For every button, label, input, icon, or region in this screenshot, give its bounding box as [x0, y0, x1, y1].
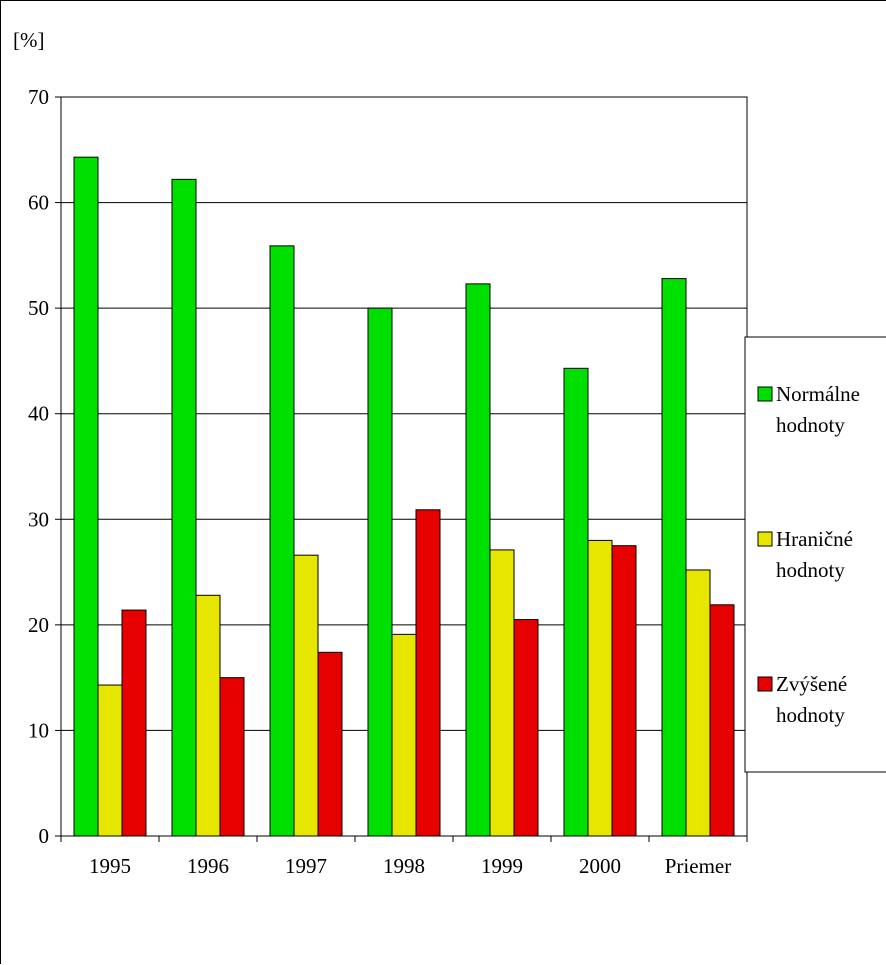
bar-hranicne — [195, 594, 221, 837]
y-tick-label: 60 — [28, 191, 49, 215]
y-tick-label: 10 — [28, 718, 49, 742]
bar-hranicne — [97, 684, 123, 837]
legend-swatch — [757, 531, 773, 547]
legend-swatch — [757, 386, 773, 402]
bar-normalne — [73, 156, 99, 837]
legend-label: hodnoty — [776, 413, 845, 437]
bar-zvysene — [317, 651, 343, 837]
bar-hranicne — [489, 549, 515, 837]
y-unit-label: [%] — [13, 28, 44, 52]
bar-zvysene — [513, 619, 539, 837]
y-tick-label: 70 — [28, 85, 49, 109]
bar-normalne — [171, 178, 197, 837]
bar-zvysene — [611, 545, 637, 837]
bar-hranicne — [293, 554, 319, 837]
bar-normalne — [465, 283, 491, 837]
bars — [73, 156, 735, 837]
bar-hranicne — [391, 633, 417, 837]
y-tick-label: 0 — [39, 824, 50, 848]
x-tick-label: 2000 — [579, 854, 621, 878]
legend-label: Hraničné — [776, 527, 853, 551]
legend-label: Normálne — [776, 382, 860, 406]
bar-normalne — [661, 278, 687, 837]
bar-zvysene — [219, 677, 245, 837]
legend: Normálne hodnoty Hraničné hodnoty Zvýšené hod… — [744, 336, 886, 773]
y-tick-label: 40 — [28, 402, 49, 426]
legend-box — [744, 336, 886, 773]
legend-label: Zvýšené — [776, 672, 847, 696]
x-tick-label: 1997 — [285, 854, 327, 878]
y-tick-label: 50 — [28, 296, 49, 320]
x-tick-label: 1996 — [187, 854, 229, 878]
y-tick-label: 20 — [28, 613, 49, 637]
bar-zvysene — [709, 604, 735, 837]
bar-hranicne — [685, 569, 711, 837]
bar-hranicne — [587, 539, 613, 837]
y-tick-label: 30 — [28, 507, 49, 531]
x-tick-label: 1995 — [89, 854, 131, 878]
bar-normalne — [367, 307, 393, 837]
bar-normalne — [563, 367, 589, 837]
axes: 0 10 20 30 40 50 60 70 1995 1996 1997 1998 1999 2000 P… — [28, 85, 748, 878]
legend-label: hodnoty — [776, 703, 845, 727]
bar-normalne — [269, 245, 295, 837]
x-tick-label: Priemer — [665, 854, 731, 878]
bar-zvysene — [415, 509, 441, 837]
x-tick-label: 1999 — [481, 854, 523, 878]
legend-swatch — [757, 676, 773, 692]
x-tick-label: 1998 — [383, 854, 425, 878]
legend-label: hodnoty — [776, 558, 845, 582]
bar-zvysene — [121, 609, 147, 837]
